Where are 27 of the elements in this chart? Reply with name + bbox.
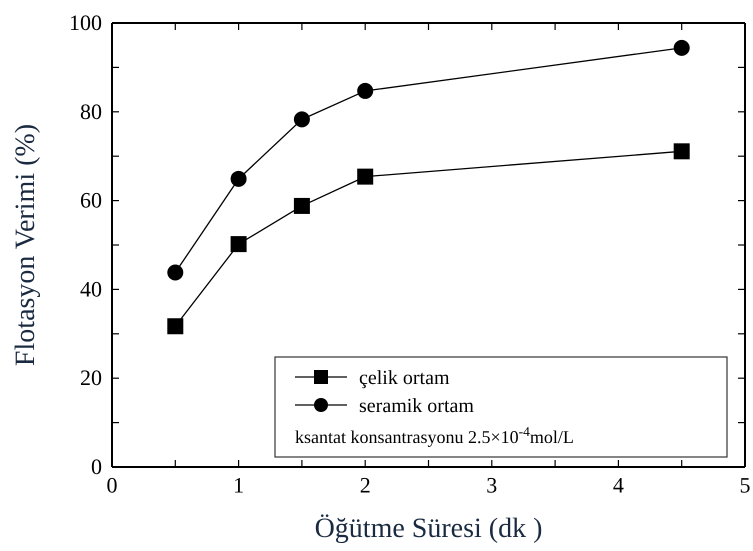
point <box>167 264 184 281</box>
point <box>357 168 374 185</box>
x-tick-label: 3 <box>486 472 498 498</box>
x-tick-label: 5 <box>740 472 750 498</box>
y-tick-label: 100 <box>69 10 102 36</box>
y-tick-label: 80 <box>80 98 102 124</box>
y-tick-label: 60 <box>80 188 102 213</box>
y-tick-label: 20 <box>80 365 102 390</box>
annotation: ksantat konsantrasyonu 2.5×10$^{-4}$mol/L <box>295 424 574 447</box>
point <box>230 170 247 187</box>
point <box>674 143 690 160</box>
point <box>230 236 247 252</box>
x-tick-label: 4 <box>612 472 624 498</box>
legend-label: çelik ortam <box>359 367 450 389</box>
x-tick-label: 0 <box>106 472 118 498</box>
point <box>294 198 310 214</box>
point <box>167 318 184 334</box>
y-tick-label: 0 <box>91 454 102 480</box>
x-axis-title: Öğütme Süresi (dk ) <box>314 513 542 544</box>
point <box>294 111 310 128</box>
y-tick-label: 40 <box>80 276 102 302</box>
point <box>674 40 690 56</box>
x-tick-label: 1 <box>233 472 244 498</box>
point <box>357 82 374 99</box>
y-axis-title: Flotasyon Verimi (%) <box>10 124 41 366</box>
legend-label: seramik ortam <box>359 395 474 417</box>
x-tick-label: 2 <box>360 472 371 498</box>
